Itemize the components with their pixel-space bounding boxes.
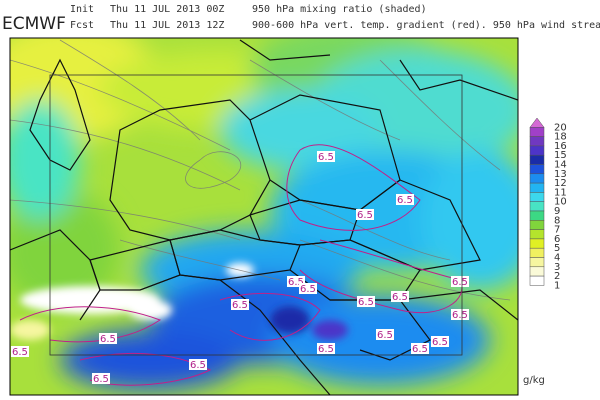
forecast-date: Thu 11 JUL 2013 12Z (110, 20, 224, 31)
colorbar-swatch (529, 229, 545, 240)
colorbar-label: 2 (554, 271, 560, 282)
contour-label-bg (287, 276, 305, 287)
colorbar-label: 12 (554, 178, 567, 189)
colorbar-swatch (529, 210, 545, 221)
colorbar-swatch (529, 192, 545, 202)
colorbar-label: 6 (554, 234, 560, 245)
colorbar-label: 9 (554, 206, 560, 217)
gradient-contours (19, 144, 463, 386)
domain-box (49, 74, 463, 356)
contour-label-bg (189, 359, 207, 370)
contour-label-bg (317, 343, 335, 354)
colorbar-label: 8 (554, 215, 560, 226)
colorbar-swatch (529, 136, 545, 147)
colorbar-swatch (529, 220, 545, 230)
contour-label: 6.5 (190, 360, 206, 371)
init-description: 950 hPa mixing ratio (shaded) (252, 4, 427, 15)
colorbar-swatch (529, 257, 545, 268)
colorbar-cap (529, 117, 545, 128)
contour-label-bg (231, 299, 249, 310)
colorbar-swatch (529, 154, 545, 165)
colorbar-label: 1 (554, 280, 560, 291)
contour-label: 6.5 (232, 300, 248, 311)
contour-label-bg (11, 346, 29, 357)
colorbar-label: 16 (554, 141, 567, 152)
contour-label-bg (99, 333, 117, 344)
colorbar-swatch (529, 164, 545, 175)
colorbar-label: 18 (554, 132, 567, 143)
contour-label-bg (451, 276, 469, 287)
colorbar-label: 15 (554, 150, 567, 161)
contour-label-bg (391, 291, 409, 302)
colorbar-unit: g/kg (523, 375, 545, 386)
colorbar-label: 5 (554, 243, 560, 254)
colorbar-label: 10 (554, 197, 567, 208)
contour-label: 6.5 (358, 297, 374, 308)
colorbar-label: 11 (554, 187, 567, 198)
contour-label: 6.5 (288, 277, 304, 288)
forecast-description: 900-600 hPa vert. temp. gradient (red). … (252, 20, 600, 31)
colorbar-swatch (529, 182, 545, 193)
colorbar-swatch (529, 238, 545, 249)
contour-label-bg (431, 336, 449, 347)
contour-label: 6.5 (300, 284, 316, 295)
contour-label: 6.5 (318, 152, 334, 163)
colorbar-label: 3 (554, 262, 560, 273)
contour-label-bg (376, 329, 394, 340)
colorbar-label: 14 (554, 160, 567, 171)
contour-label: 6.5 (392, 292, 408, 303)
colorbar-label: 20 (554, 122, 567, 133)
contour-label: 6.5 (100, 334, 116, 345)
colorbar-label: 13 (554, 169, 567, 180)
contour-label: 6.5 (357, 210, 373, 221)
colorbar-swatch (529, 266, 545, 277)
colorbar-swatch (529, 247, 545, 258)
contour-label-bg (357, 296, 375, 307)
contour-label-bg (396, 194, 414, 205)
contour-label: 6.5 (452, 310, 468, 321)
colorbar-label: 4 (554, 253, 560, 264)
contour-label-bg (356, 209, 374, 220)
colorbar-swatch (529, 275, 545, 286)
contour-label: 6.5 (93, 374, 109, 385)
contour-labels: 6.56.56.56.56.56.56.56.56.56.56.56.56.56… (11, 151, 469, 385)
contour-label: 6.5 (377, 330, 393, 341)
contour-label: 6.5 (412, 344, 428, 355)
contour-label-bg (411, 343, 429, 354)
colorbar-swatch (529, 201, 545, 212)
logo: ECMWF (2, 14, 66, 34)
forecast-label: Fcst (70, 20, 94, 31)
contour-label: 6.5 (12, 347, 28, 358)
contour-label-bg (317, 151, 335, 162)
contour-label: 6.5 (318, 344, 334, 355)
colorbar-swatch (529, 127, 545, 137)
contour-label: 6.5 (432, 337, 448, 348)
contour-label-bg (92, 373, 110, 384)
contour-label: 6.5 (397, 195, 413, 206)
colorbar-swatch (529, 173, 545, 184)
init-date: Thu 11 JUL 2013 00Z (110, 4, 224, 15)
colorbar-label: 7 (554, 225, 560, 236)
map-frame (9, 37, 519, 396)
colorbar-swatch (529, 145, 545, 156)
contour-label: 6.5 (452, 277, 468, 288)
contour-label-bg (451, 309, 469, 320)
contour-label-bg (299, 283, 317, 294)
init-label: Init (70, 4, 94, 15)
map-field: 6.56.56.56.56.56.56.56.56.56.56.56.56.56… (10, 38, 518, 395)
streamlines (10, 39, 511, 301)
